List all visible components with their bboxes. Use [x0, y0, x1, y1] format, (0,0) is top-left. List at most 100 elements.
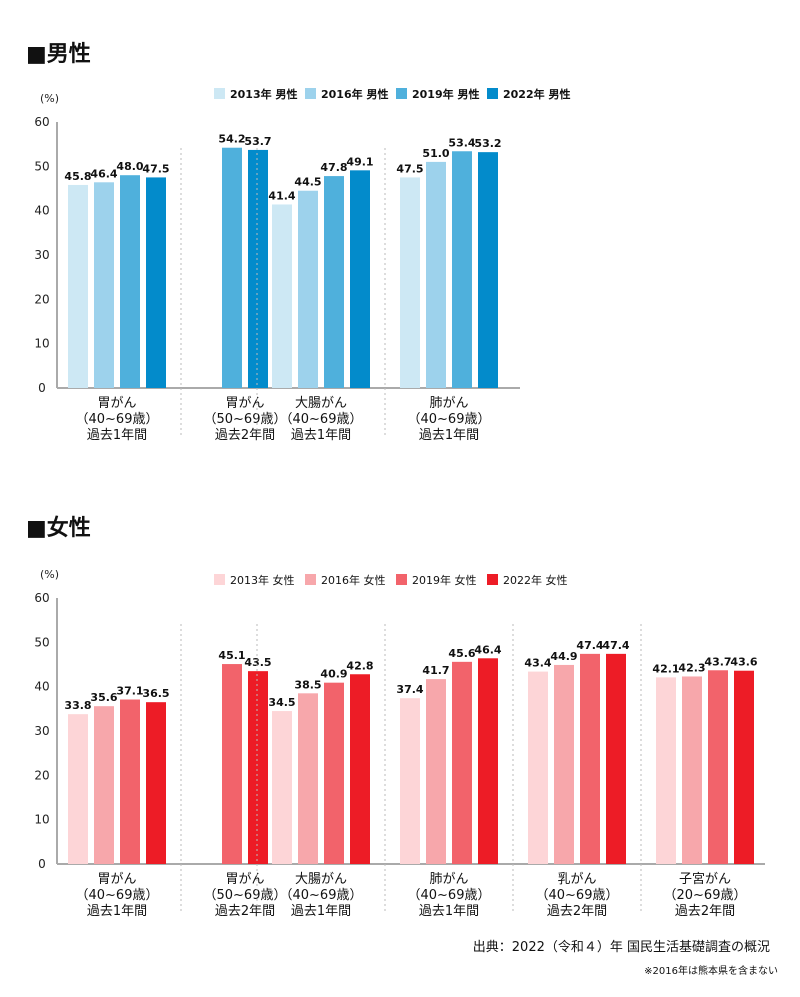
- category-label: 過去1年間: [291, 428, 351, 443]
- data-label: 44.5: [294, 176, 321, 189]
- bar: [146, 177, 166, 388]
- category-label: （40~69歳）: [76, 412, 159, 427]
- data-label: 46.4: [474, 643, 501, 656]
- data-label: 49.1: [346, 155, 373, 168]
- legend-swatch: [396, 574, 407, 585]
- category-label: 胃がん: [225, 872, 264, 887]
- y-tick-label: 30: [34, 724, 49, 738]
- y-tick-label: 10: [34, 337, 49, 351]
- data-label: 45.6: [448, 647, 475, 660]
- data-label: 47.5: [142, 162, 169, 175]
- category-label: 過去1年間: [87, 904, 147, 919]
- category-label: （50~69歳）: [204, 888, 287, 903]
- data-label: 41.7: [422, 664, 449, 677]
- bar: [554, 664, 574, 864]
- legend-label: 2022年 女性: [503, 573, 568, 587]
- category-label: 過去1年間: [419, 904, 479, 919]
- bar: [222, 664, 242, 864]
- data-label: 48.0: [116, 160, 143, 173]
- bar: [528, 671, 548, 864]
- y-tick-label: 50: [34, 159, 49, 173]
- data-label: 37.4: [396, 683, 423, 696]
- data-label: 45.1: [218, 649, 245, 662]
- y-tick-label: 20: [34, 768, 49, 782]
- y-tick-label: 50: [34, 635, 49, 649]
- bar: [452, 151, 472, 388]
- bar: [222, 147, 242, 388]
- data-label: 46.4: [90, 167, 117, 180]
- category-label: 子宮がん: [679, 871, 731, 887]
- category-label: 過去2年間: [675, 904, 735, 919]
- data-label: 43.5: [244, 656, 271, 669]
- y-tick-label: 40: [34, 204, 49, 218]
- bar: [324, 682, 344, 864]
- category-label: 過去1年間: [291, 904, 351, 919]
- legend-swatch: [305, 88, 316, 99]
- note-text: ※2016年は熊本県を含まない: [644, 966, 778, 977]
- legend-label: 2016年 男性: [321, 87, 388, 101]
- bar: [272, 204, 292, 388]
- y-tick-label: 60: [34, 115, 49, 129]
- category-label: （40~69歳）: [280, 888, 363, 903]
- category-label: 肺がん: [429, 872, 468, 887]
- category-label: 過去1年間: [419, 428, 479, 443]
- data-label: 43.6: [730, 656, 757, 669]
- data-label: 53.2: [474, 137, 501, 150]
- y-tick-label: 10: [34, 813, 49, 827]
- y-tick-label: 20: [34, 292, 49, 306]
- legend-swatch: [396, 88, 407, 99]
- data-label: 44.9: [550, 650, 577, 663]
- data-label: 47.4: [576, 639, 603, 652]
- category-label: 過去2年間: [547, 904, 607, 919]
- category-label: （40~69歳）: [408, 888, 491, 903]
- legend-label: 2019年 女性: [412, 573, 477, 587]
- bar: [248, 149, 268, 388]
- data-label: 51.0: [422, 147, 449, 160]
- legend-swatch: [487, 574, 498, 585]
- data-label: 38.5: [294, 678, 321, 691]
- y-tick-label: 30: [34, 248, 49, 262]
- data-label: 45.8: [64, 170, 91, 183]
- bar: [350, 170, 370, 388]
- legend-swatch: [214, 574, 225, 585]
- bar: [656, 677, 676, 864]
- bar: [478, 658, 498, 864]
- y-tick-label: 0: [38, 857, 46, 871]
- legend-swatch: [214, 88, 225, 99]
- bar: [400, 698, 420, 864]
- category-label: 過去1年間: [87, 428, 147, 443]
- legend-label: 2013年 男性: [230, 87, 297, 101]
- category-label: （40~69歳）: [76, 888, 159, 903]
- legend-label: 2019年 男性: [412, 87, 479, 101]
- data-label: 53.4: [448, 136, 475, 149]
- data-label: 36.5: [142, 687, 169, 700]
- category-label: 肺がん: [429, 396, 468, 411]
- bar: [734, 670, 754, 864]
- bar: [272, 711, 292, 864]
- bar: [350, 674, 370, 864]
- bar: [94, 706, 114, 864]
- data-label: 33.8: [64, 699, 91, 712]
- legend-label: 2013年 女性: [230, 573, 295, 587]
- bar: [682, 676, 702, 864]
- category-label: （40~69歳）: [408, 412, 491, 427]
- bar: [298, 693, 318, 864]
- category-label: 過去2年間: [215, 904, 275, 919]
- bar: [478, 152, 498, 388]
- data-label: 54.2: [218, 133, 245, 146]
- bar: [120, 699, 140, 864]
- data-label: 42.1: [652, 662, 679, 675]
- bar: [426, 679, 446, 864]
- y-tick-label: 40: [34, 680, 49, 694]
- legend-swatch: [487, 88, 498, 99]
- data-label: 53.7: [244, 135, 271, 148]
- data-label: 37.1: [116, 685, 143, 698]
- bar: [94, 182, 114, 388]
- female-section-title: ■女性: [26, 516, 91, 541]
- data-label: 43.7: [704, 655, 731, 668]
- data-label: 42.8: [346, 659, 373, 672]
- category-label: 胃がん: [97, 396, 136, 411]
- data-label: 47.8: [320, 161, 347, 174]
